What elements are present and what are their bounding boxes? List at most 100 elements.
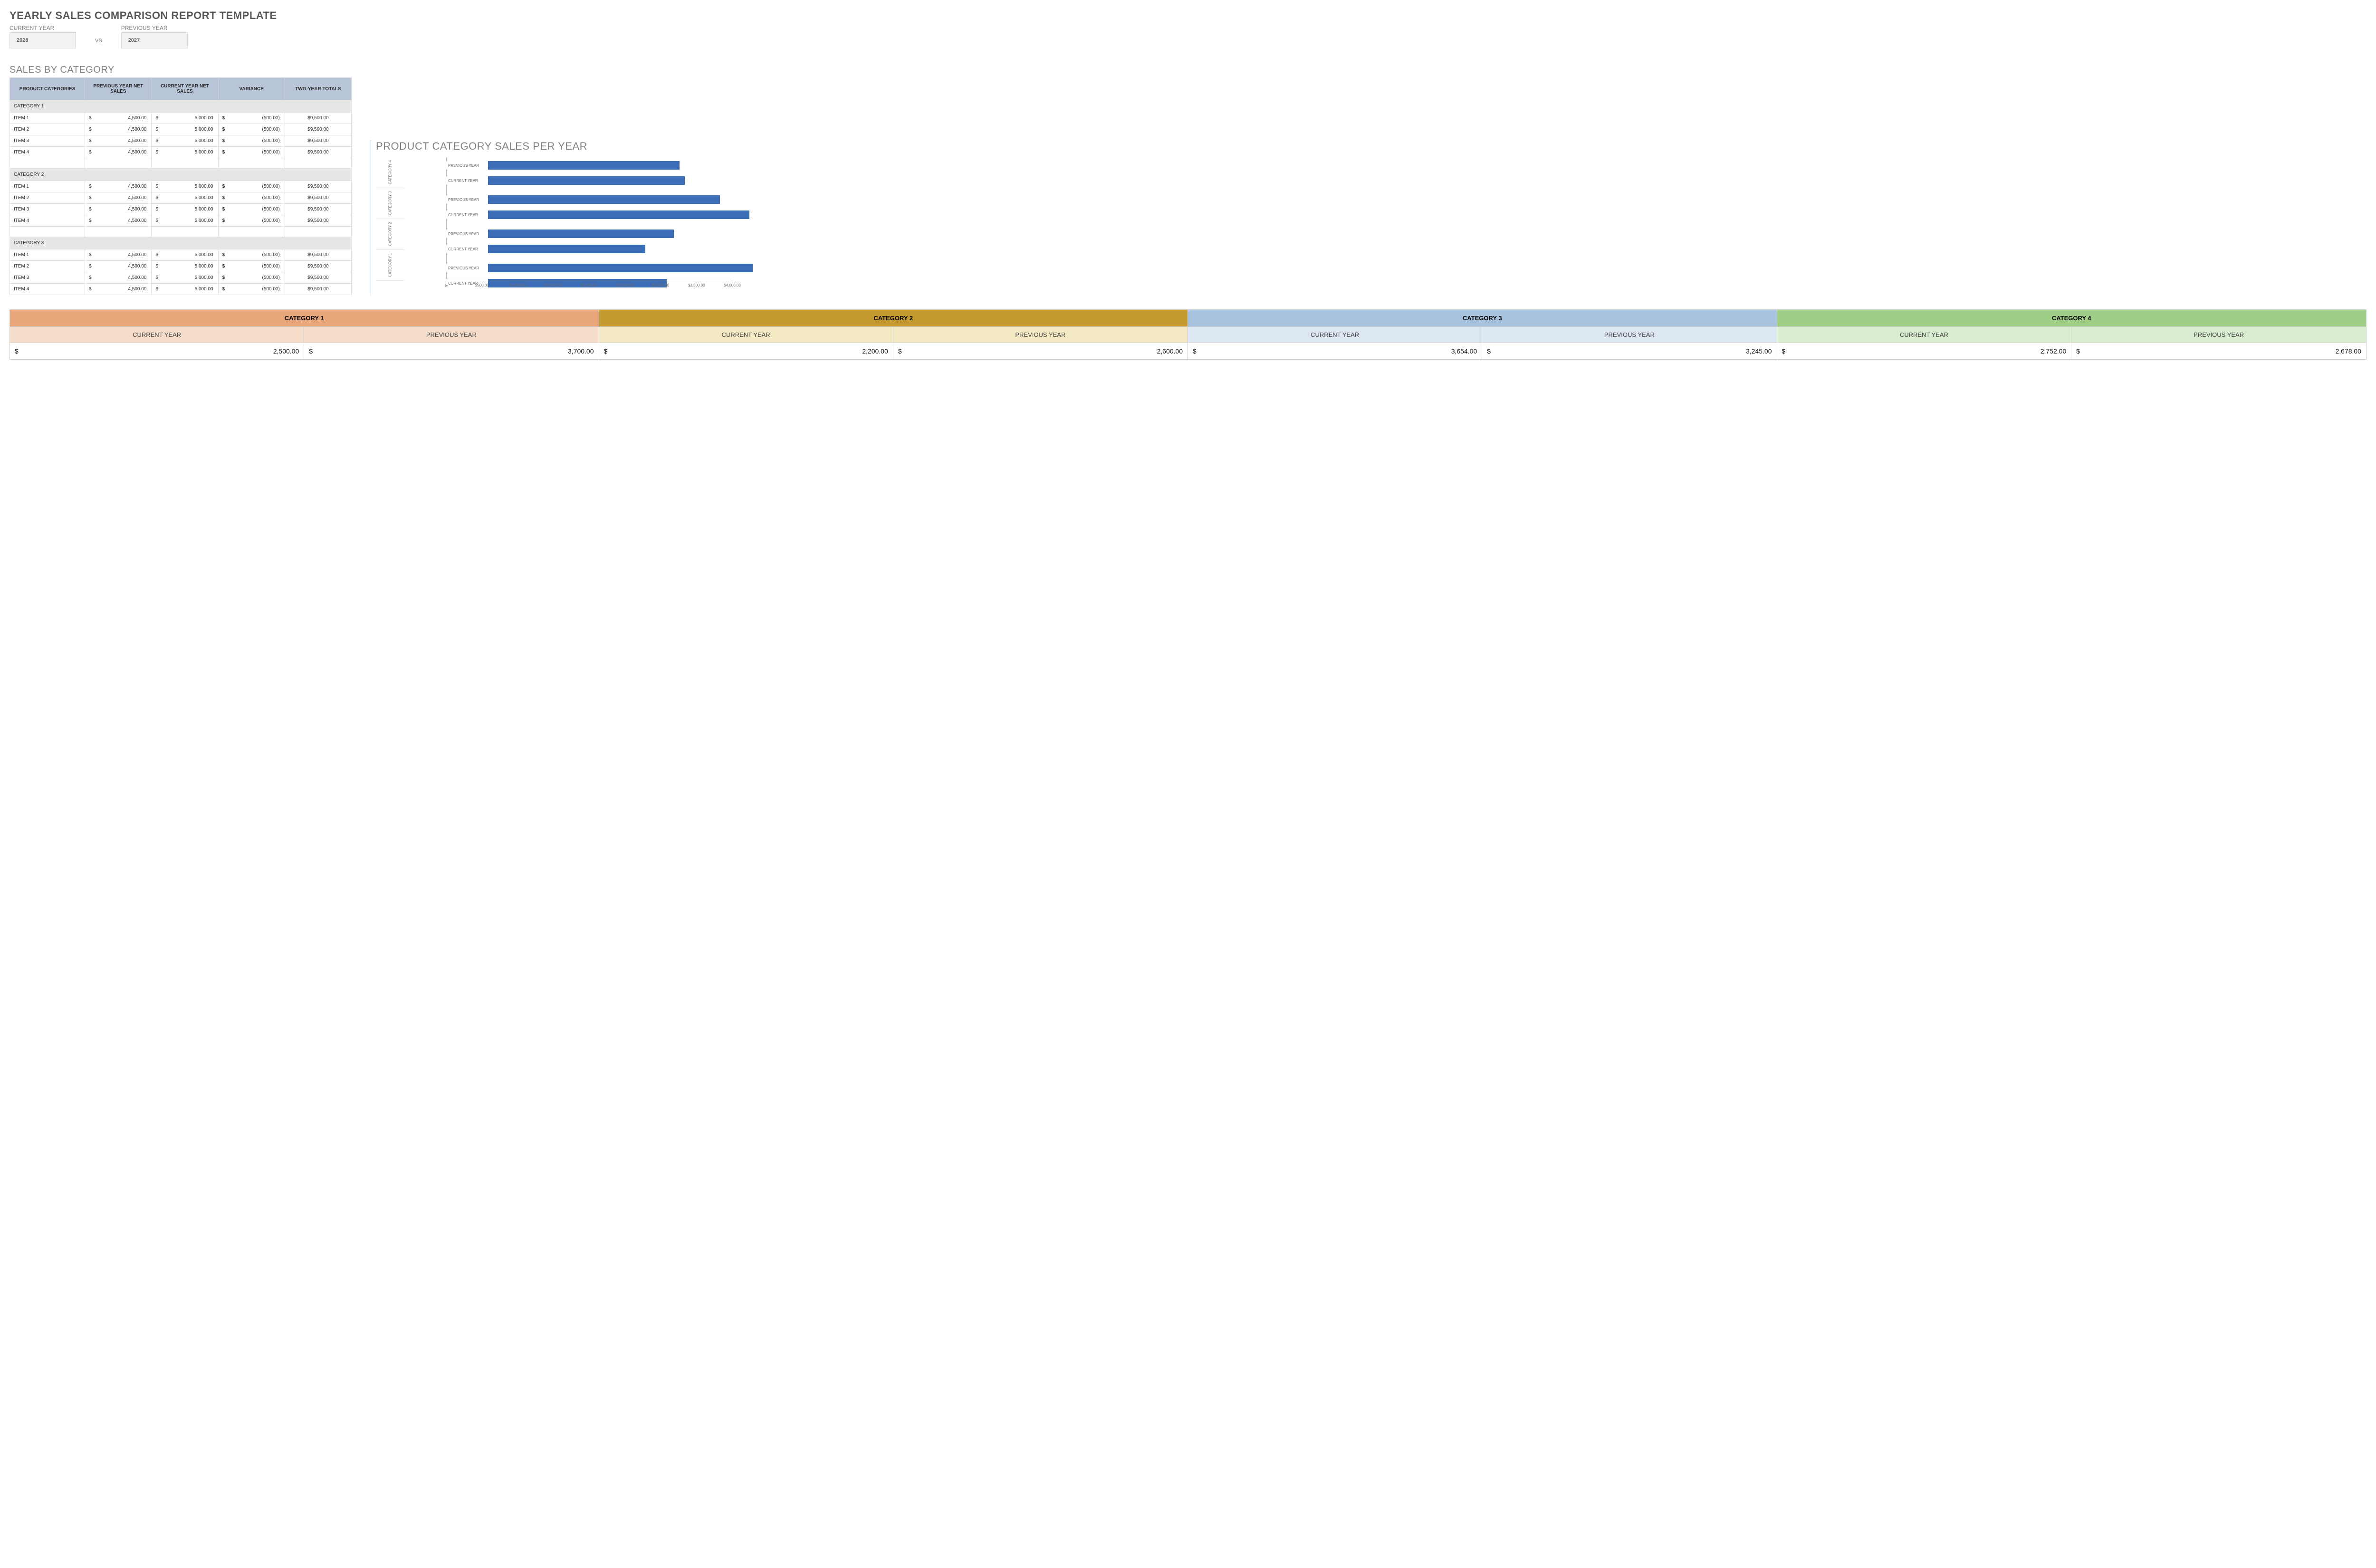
cell-curr: $5,000.00 [152,249,218,261]
chart-bar-label: PREVIOUS YEAR [446,229,486,238]
cell-prev: $4,500.00 [85,192,152,204]
table-row[interactable]: ITEM 1$4,500.00$5,000.00$(500.00)$9,500.… [10,181,352,192]
chart-x-tick: $3,500.00 [688,283,705,287]
table-row[interactable]: ITEM 3$4,500.00$5,000.00$(500.00)$9,500.… [10,135,352,147]
cell-item-name: ITEM 1 [10,181,85,192]
summary-sub-previous: PREVIOUS YEAR [1482,327,1776,343]
table-row[interactable]: ITEM 2$4,500.00$5,000.00$(500.00)$9,500.… [10,192,352,204]
chart-x-tick: $2,500.00 [616,283,633,287]
cell-total: $9,500.00 [285,113,351,124]
summary-column: CATEGORY 1CURRENT YEARPREVIOUS YEAR$2,50… [10,310,599,359]
cell-item-name: ITEM 1 [10,249,85,261]
year-controls: CURRENT YEAR 2028 VS PREVIOUS YEAR 2027 [10,25,2366,48]
table-row[interactable]: ITEM 2$4,500.00$5,000.00$(500.00)$9,500.… [10,261,352,272]
cell-prev: $4,500.00 [85,215,152,227]
cell-prev: $4,500.00 [85,124,152,135]
cell-prev: $4,500.00 [85,181,152,192]
cell-var: $(500.00) [218,284,285,295]
cell-var: $(500.00) [218,261,285,272]
chart-x-tick: $2,000.00 [581,283,598,287]
table-row[interactable]: ITEM 1$4,500.00$5,000.00$(500.00)$9,500.… [10,113,352,124]
cell-total: $9,500.00 [285,192,351,204]
category-summary: CATEGORY 1CURRENT YEARPREVIOUS YEAR$2,50… [10,309,2366,360]
cell-total: $9,500.00 [285,135,351,147]
chart-x-tick: $500.00 [475,283,489,287]
table-row[interactable]: ITEM 3$4,500.00$5,000.00$(500.00)$9,500.… [10,272,352,284]
cell-curr: $5,000.00 [152,135,218,147]
chart-bar-row: PREVIOUS YEAR [446,195,774,204]
summary-value-current: $2,200.00 [599,343,893,359]
cell-prev: $4,500.00 [85,284,152,295]
chart-y-group-label: CATEGORY 4 [376,157,404,188]
cell-var: $(500.00) [218,204,285,215]
cell-prev: $4,500.00 [85,261,152,272]
table-row[interactable]: ITEM 1$4,500.00$5,000.00$(500.00)$9,500.… [10,249,352,261]
cell-prev: $4,500.00 [85,147,152,158]
previous-year-value[interactable]: 2027 [121,32,188,48]
cell-curr: $5,000.00 [152,261,218,272]
summary-sub: CURRENT YEARPREVIOUS YEAR [10,327,599,343]
cell-prev: $4,500.00 [85,113,152,124]
cell-item-name: ITEM 2 [10,261,85,272]
summary-values: $3,654.00$3,245.00 [1188,343,1777,359]
current-year-block: CURRENT YEAR 2028 [10,25,76,48]
cell-total: $9,500.00 [285,215,351,227]
previous-year-label: PREVIOUS YEAR [121,25,188,31]
cell-item-name: ITEM 4 [10,215,85,227]
summary-value-current: $2,752.00 [1777,343,2072,359]
category-bar-chart: CATEGORY 4CATEGORY 3CATEGORY 2CATEGORY 1… [376,157,732,295]
current-year-value[interactable]: 2028 [10,32,76,48]
chart-bar-row: PREVIOUS YEAR [446,264,774,272]
cell-curr: $5,000.00 [152,113,218,124]
cell-total: $9,500.00 [285,204,351,215]
cell-curr: $5,000.00 [152,147,218,158]
table-row[interactable]: ITEM 3$4,500.00$5,000.00$(500.00)$9,500.… [10,204,352,215]
cell-item-name: ITEM 4 [10,284,85,295]
chart-bar [488,161,680,170]
cell-curr: $5,000.00 [152,272,218,284]
cell-total: $9,500.00 [285,249,351,261]
chart-x-tick: $1,000.00 [509,283,527,287]
cell-total: $9,500.00 [285,261,351,272]
chart-bar [488,245,645,253]
chart-bar [488,176,685,185]
cell-total: $9,500.00 [285,272,351,284]
cell-curr: $5,000.00 [152,124,218,135]
chart-bar-label: PREVIOUS YEAR [446,264,486,272]
table-row[interactable]: ITEM 2$4,500.00$5,000.00$(500.00)$9,500.… [10,124,352,135]
vs-label: VS [76,38,121,48]
table-row[interactable]: ITEM 4$4,500.00$5,000.00$(500.00)$9,500.… [10,215,352,227]
chart-title: PRODUCT CATEGORY SALES PER YEAR [376,140,2366,153]
summary-sub-current: CURRENT YEAR [599,327,893,343]
chart-bar-row: CURRENT YEAR [446,210,774,219]
sales-table: PRODUCT CATEGORIES PREVIOUS YEAR NET SAL… [10,77,352,295]
table-row[interactable]: ITEM 4$4,500.00$5,000.00$(500.00)$9,500.… [10,284,352,295]
col-var: VARIANCE [218,78,285,100]
previous-year-block: PREVIOUS YEAR 2027 [121,25,188,48]
cell-total: $9,500.00 [285,147,351,158]
cell-curr: $5,000.00 [152,181,218,192]
summary-head: CATEGORY 2 [599,310,1188,327]
summary-value-previous: $2,678.00 [2071,343,2366,359]
category-row: CATEGORY 3 [10,237,352,249]
cell-item-name: ITEM 3 [10,135,85,147]
cell-total: $9,500.00 [285,284,351,295]
cell-item-name: ITEM 2 [10,192,85,204]
summary-sub-current: CURRENT YEAR [10,327,304,343]
summary-value-previous: $3,245.00 [1482,343,1776,359]
category-row: CATEGORY 2 [10,169,352,181]
summary-column: CATEGORY 4CURRENT YEARPREVIOUS YEAR$2,75… [1777,310,2366,359]
summary-head: CATEGORY 4 [1777,310,2366,327]
cell-var: $(500.00) [218,215,285,227]
chart-bar-label: CURRENT YEAR [446,210,486,219]
summary-head: CATEGORY 3 [1188,310,1777,327]
table-row[interactable]: ITEM 4$4,500.00$5,000.00$(500.00)$9,500.… [10,147,352,158]
cell-prev: $4,500.00 [85,272,152,284]
sales-table-section: SALES BY CATEGORY PRODUCT CATEGORIES PRE… [10,60,352,295]
page-title: YEARLY SALES COMPARISON REPORT TEMPLATE [10,10,2366,22]
chart-bar-row: CURRENT YEAR [446,176,774,185]
chart-x-axis: $-$500.00$1,000.00$1,500.00$2,000.00$2,5… [446,281,732,295]
cell-total: $9,500.00 [285,124,351,135]
chart-bar-label: PREVIOUS YEAR [446,161,486,170]
cell-item-name: ITEM 3 [10,204,85,215]
